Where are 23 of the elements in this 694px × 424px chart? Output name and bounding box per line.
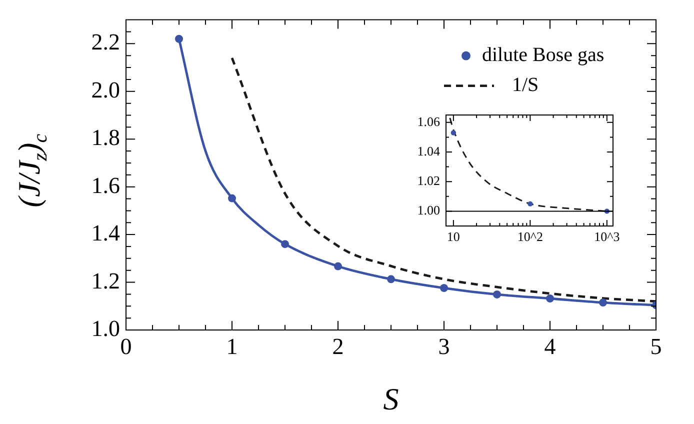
- y-tick-label: 1.8: [91, 125, 120, 150]
- y-tick-label: 1.4: [91, 220, 120, 246]
- x-tick-label: 1: [226, 334, 238, 359]
- x-axis-title: S: [383, 382, 399, 417]
- x-tick-label: 4: [544, 334, 556, 359]
- x-tick-label: 5: [650, 334, 662, 359]
- x-tick-label: 0: [120, 334, 132, 359]
- x-tick-label: 3: [438, 334, 450, 359]
- y-tick-label: 1.02: [417, 173, 440, 188]
- y-tick-label: 2.0: [91, 77, 120, 102]
- y-tick-label: 2.2: [91, 30, 120, 55]
- y-tick-label: 1.2: [91, 268, 120, 294]
- y-tick-label: 1.00: [417, 202, 440, 218]
- x-tick-label: 10^3: [594, 229, 620, 244]
- y-tick-label: 1.06: [417, 114, 440, 129]
- legend-label: dilute Bose gas: [482, 44, 604, 66]
- y-tick-label: 1.0: [91, 316, 120, 342]
- x-tick-label: 10: [446, 229, 460, 244]
- y-tick-label: 1.04: [417, 143, 440, 158]
- x-tick-label: 2: [332, 334, 344, 359]
- legend-label: 1/S: [512, 74, 539, 96]
- x-tick-label: 10^2: [517, 229, 543, 244]
- y-tick-label: 1.6: [91, 172, 120, 198]
